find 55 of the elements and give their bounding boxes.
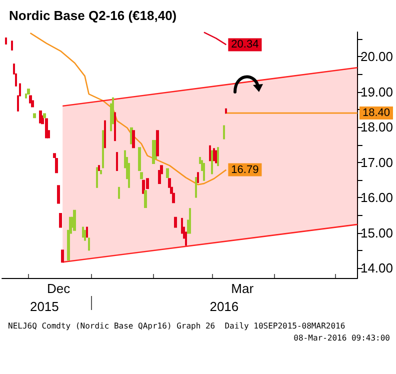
candlestick bbox=[166, 168, 169, 178]
candlestick bbox=[203, 162, 205, 181]
candlestick bbox=[43, 113, 46, 118]
candlestick bbox=[33, 113, 36, 118]
data-label: 18.40 bbox=[362, 107, 390, 120]
candlestick bbox=[82, 226, 84, 238]
candlestick bbox=[116, 152, 118, 172]
candlestick bbox=[223, 125, 225, 140]
candlestick bbox=[213, 148, 215, 162]
y-tick-label: 18.00 bbox=[360, 120, 394, 135]
candlestick bbox=[195, 177, 197, 198]
y-tick-label: 15.00 bbox=[360, 225, 394, 240]
candlestick bbox=[114, 112, 116, 142]
candlestick bbox=[211, 150, 213, 174]
candlestick bbox=[100, 170, 102, 174]
candlestick bbox=[84, 230, 86, 241]
x2-tick-label: 2015 bbox=[30, 299, 59, 314]
candlestick bbox=[98, 165, 100, 172]
candlestick bbox=[61, 250, 64, 263]
candlestick bbox=[102, 130, 104, 168]
candlestick bbox=[215, 150, 217, 164]
x-tick-label: Mar bbox=[231, 281, 254, 296]
candlestick bbox=[225, 108, 227, 114]
data-label: 20.34 bbox=[231, 38, 259, 51]
candlestick bbox=[189, 208, 191, 234]
text: NELJ6Q Comdty (Nordic Base QApr16) Graph 26 Daily 10SEP2015-08MAR2016 bbox=[8, 322, 346, 330]
x-tick-label: Dec bbox=[46, 281, 71, 296]
candlestick bbox=[132, 130, 135, 148]
candlestick bbox=[59, 213, 62, 228]
x2-tick-label: 2016 bbox=[210, 299, 239, 314]
candlestick bbox=[86, 226, 88, 238]
candlestick bbox=[27, 88, 30, 95]
candlestick bbox=[57, 185, 60, 204]
candlestick bbox=[5, 37, 7, 44]
candlestick bbox=[174, 216, 177, 228]
candlestick bbox=[96, 167, 98, 188]
y-tick-label: 14.00 bbox=[360, 260, 394, 276]
chart-title: Nordic Base Q2-16 (€18,40) bbox=[9, 8, 177, 23]
y-tick-label: 16.00 bbox=[360, 190, 394, 206]
candlestick bbox=[217, 147, 219, 166]
candlestick bbox=[11, 40, 13, 50]
data-label: 16.79 bbox=[231, 164, 259, 176]
candlestick bbox=[197, 172, 199, 183]
candlestick bbox=[144, 190, 147, 208]
y-tick-label: 20.00 bbox=[360, 49, 394, 64]
candlestick bbox=[118, 186, 120, 199]
candlestick bbox=[88, 238, 90, 251]
candlestick bbox=[209, 145, 211, 162]
candlestick bbox=[142, 180, 145, 194]
y-tick-label: 19.00 bbox=[360, 84, 394, 100]
candlestick bbox=[73, 210, 76, 231]
text: 08-Mar-2016 09:43:00 bbox=[294, 334, 390, 342]
y-tick-label: 17.00 bbox=[360, 154, 394, 170]
candlestick bbox=[104, 120, 106, 148]
candlestick bbox=[156, 130, 159, 156]
